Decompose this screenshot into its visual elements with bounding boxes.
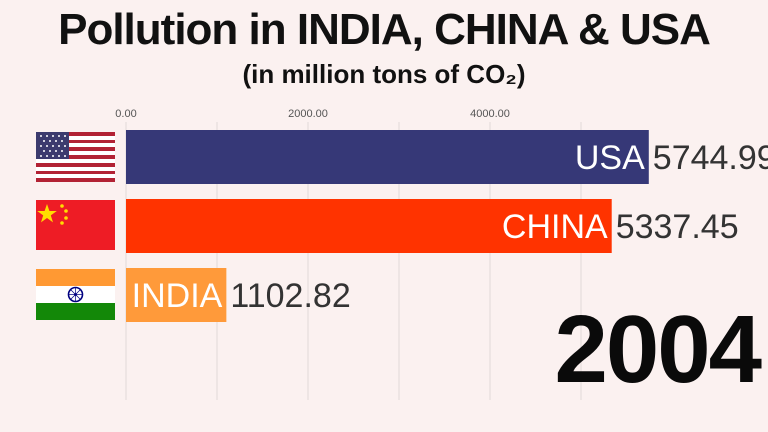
bar-value-label: 5744.99 (653, 139, 768, 177)
chart-subtitle: (in million tons of CO₂) (242, 59, 526, 89)
usa-flag (36, 132, 115, 182)
india-flag (36, 269, 115, 320)
bar-china (126, 199, 612, 253)
year-label: 2004 (554, 296, 762, 403)
bar-value-label: 5337.45 (616, 208, 739, 246)
tick-label: 4000.00 (470, 108, 510, 120)
bar-category-label: INDIA (132, 277, 223, 315)
bar-category-label: CHINA (502, 208, 608, 246)
bar-category-label: USA (575, 139, 645, 177)
bars: USA 5744.99 CHINA 5337.45 INDIA 1102.82 (126, 130, 768, 322)
bar-usa (126, 130, 649, 184)
china-flag (36, 200, 115, 250)
tick-label: 0.00 (115, 108, 136, 120)
tick-label: 2000.00 (288, 108, 328, 120)
bar-value-label: 1102.82 (230, 277, 350, 315)
bar-india (126, 268, 227, 322)
chart-title: Pollution in INDIA, CHINA & USA (58, 5, 711, 54)
flags (36, 132, 115, 320)
x-axis-ticks: 0.00 2000.00 4000.00 (115, 108, 510, 120)
